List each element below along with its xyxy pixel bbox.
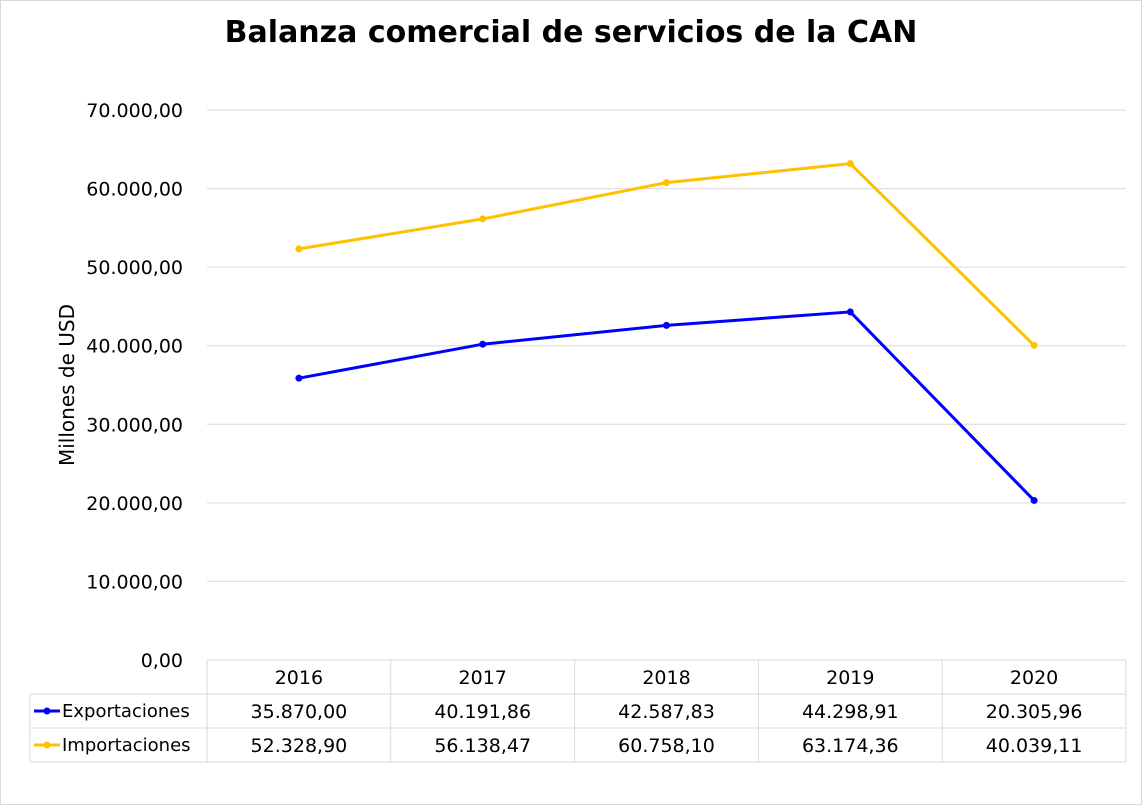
chart-title: Balanza comercial de servicios de la CAN [225,15,918,50]
data-label: 56.138,47 [434,735,531,757]
data-label: 60.758,10 [618,735,715,757]
y-tick-label: 10.000,00 [86,571,183,593]
x-tick-label: 2020 [1010,667,1058,689]
data-point [663,179,670,187]
data-point [1030,496,1038,504]
data-point [846,160,854,168]
legend-label: Exportaciones [62,701,190,722]
y-tick-label: 50.000,00 [86,257,183,279]
y-tick-label: 20.000,00 [86,493,183,515]
data-label: 44.298,91 [802,701,899,723]
data-label: 35.870,00 [251,701,348,723]
data-label: 63.174,36 [802,735,899,757]
y-axis-ticks: 0,00 10.000,00 20.000,00 30.000,00 40.000,00… [86,100,183,672]
x-tick-label: 2017 [459,667,507,689]
legend-label: Importaciones [62,735,191,756]
data-label: 52.328,90 [251,735,348,757]
x-tick-label: 2019 [826,667,874,689]
data-label: 20.305,96 [986,701,1083,723]
data-table: 2016 2017 2018 2019 2020 Exportaciones 35.870,… [29,659,1127,763]
x-tick-label: 2018 [642,667,690,689]
x-tick-label: 2016 [275,667,323,689]
data-point [479,340,487,348]
data-label: 42.587,83 [618,701,715,723]
y-tick-label: 70.000,00 [86,100,183,122]
data-point [1030,341,1038,349]
series-lines [295,160,1038,504]
data-label: 40.191,86 [434,701,531,723]
y-axis-label: Millones de USD [55,304,79,466]
y-tick-label: 0,00 [141,650,183,672]
gridlines [207,109,1126,582]
data-point [295,374,303,382]
data-point [295,245,303,253]
data-point [479,215,487,223]
data-label: 40.039,11 [986,735,1083,757]
legend-swatch-marker [43,741,51,749]
data-point [663,321,670,329]
data-point [846,308,854,316]
y-tick-label: 60.000,00 [86,179,183,201]
legend-swatch-marker [43,707,51,715]
y-tick-label: 30.000,00 [86,414,183,436]
y-tick-label: 40.000,00 [86,336,183,358]
